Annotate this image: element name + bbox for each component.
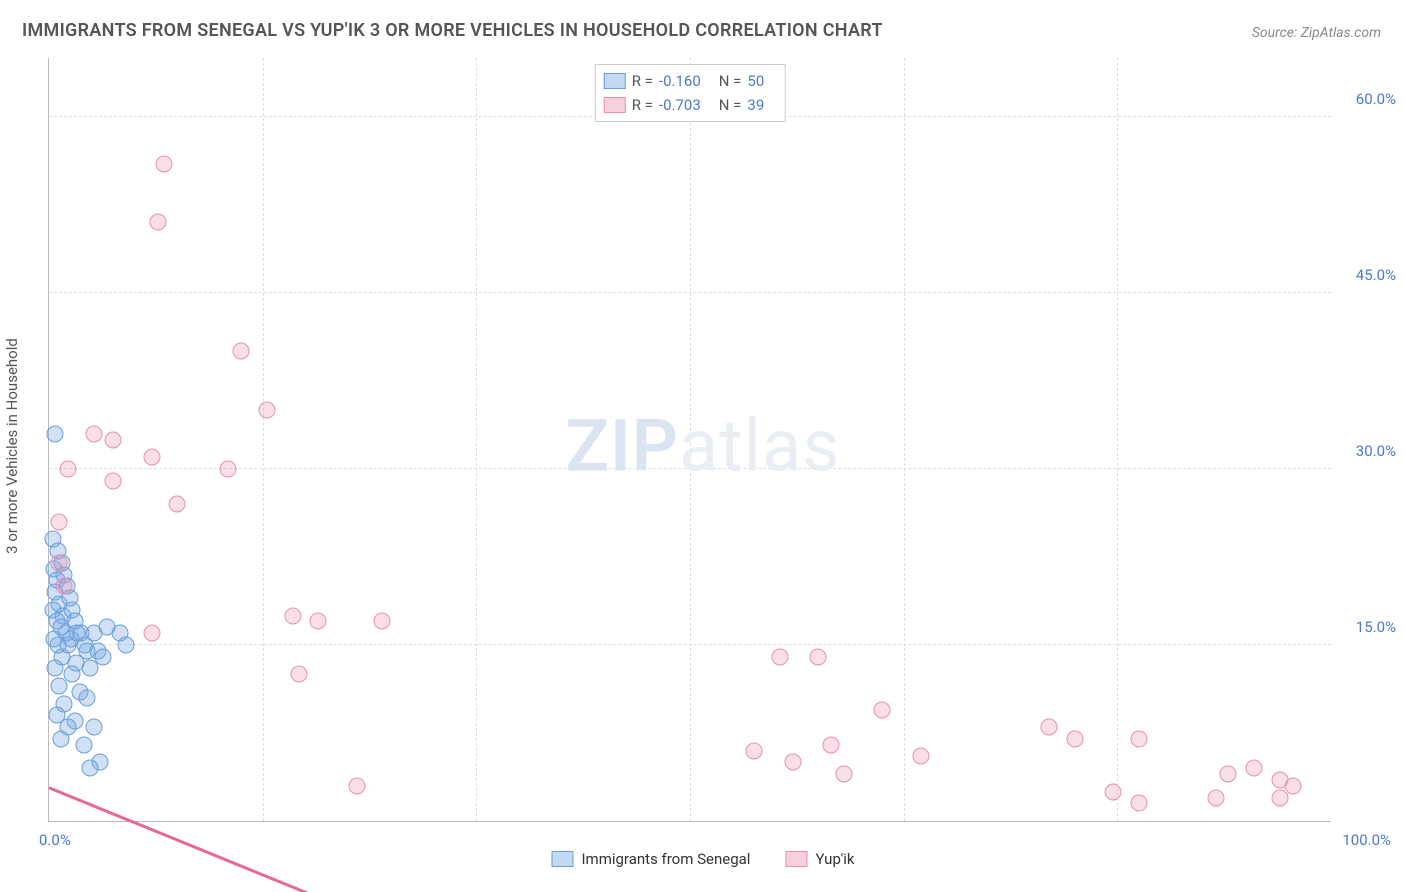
data-point-senegal (82, 760, 99, 777)
legend-row-senegal: R = -0.160 N = 50 (604, 69, 777, 93)
legend-item-senegal: Immigrants from Senegal (551, 850, 750, 868)
data-point-yupik (284, 607, 301, 624)
swatch-senegal-icon (551, 851, 573, 867)
data-point-yupik (746, 742, 763, 759)
y-axis-label: 3 or more Vehicles in Household (3, 338, 21, 554)
r-value-senegal: -0.160 (659, 69, 701, 93)
data-point-yupik (912, 748, 929, 765)
n-value-yupik: 39 (747, 93, 764, 117)
x-tick-max: 100.0% (1342, 831, 1391, 849)
data-point-yupik (105, 472, 122, 489)
data-point-senegal (98, 619, 115, 636)
correlation-legend: R = -0.160 N = 50 R = -0.703 N = 39 (595, 64, 786, 122)
chart-title: IMMIGRANTS FROM SENEGAL VS YUP'IK 3 OR M… (22, 20, 883, 41)
data-point-yupik (169, 496, 186, 513)
data-point-senegal (52, 730, 69, 747)
y-tick-label: 30.0% (1356, 442, 1396, 460)
data-point-yupik (1220, 766, 1237, 783)
swatch-senegal (604, 73, 626, 89)
data-point-yupik (1130, 795, 1147, 812)
y-tick-label: 60.0% (1356, 90, 1396, 108)
r-value-yupik: -0.703 (659, 93, 701, 117)
y-tick-label: 45.0% (1356, 266, 1396, 284)
data-point-yupik (56, 578, 73, 595)
data-point-yupik (51, 513, 68, 530)
data-point-yupik (85, 425, 102, 442)
data-point-senegal (94, 648, 111, 665)
data-point-yupik (1130, 730, 1147, 747)
data-point-yupik (105, 431, 122, 448)
data-point-yupik (348, 777, 365, 794)
data-point-yupik (784, 754, 801, 771)
data-point-yupik (1105, 783, 1122, 800)
data-point-yupik (1284, 777, 1301, 794)
data-point-yupik (258, 402, 275, 419)
data-point-yupik (233, 343, 250, 360)
data-point-yupik (143, 449, 160, 466)
source-attribution: Source: ZipAtlas.com (1252, 25, 1381, 41)
data-point-yupik (1207, 789, 1224, 806)
data-point-senegal (47, 660, 64, 677)
data-point-yupik (51, 554, 68, 571)
data-point-yupik (874, 701, 891, 718)
data-point-senegal (85, 719, 102, 736)
data-point-yupik (823, 736, 840, 753)
series-legend: Immigrants from Senegal Yup'ik (551, 850, 854, 868)
data-point-yupik (220, 460, 237, 477)
data-point-senegal (47, 425, 64, 442)
legend-row-yupik: R = -0.703 N = 39 (604, 93, 777, 117)
data-point-yupik (149, 214, 166, 231)
trend-lines (49, 58, 1331, 892)
data-point-senegal (117, 636, 134, 653)
data-point-yupik (310, 613, 327, 630)
data-point-yupik (290, 666, 307, 683)
plot-area: R = -0.160 N = 50 R = -0.703 N = 39 0.0%… (48, 58, 1331, 822)
swatch-yupik (604, 97, 626, 113)
n-value-senegal: 50 (747, 69, 764, 93)
data-point-yupik (374, 613, 391, 630)
data-point-senegal (51, 678, 68, 695)
swatch-yupik-icon (785, 851, 807, 867)
data-point-yupik (810, 648, 827, 665)
data-point-senegal (79, 689, 96, 706)
data-point-yupik (156, 155, 173, 172)
data-point-senegal (75, 736, 92, 753)
data-point-yupik (143, 625, 160, 642)
data-point-yupik (835, 766, 852, 783)
data-point-yupik (1246, 760, 1263, 777)
data-point-yupik (1066, 730, 1083, 747)
data-point-yupik (1040, 719, 1057, 736)
data-point-yupik (771, 648, 788, 665)
legend-item-yupik: Yup'ik (785, 850, 854, 868)
data-point-yupik (60, 460, 77, 477)
y-tick-label: 15.0% (1356, 618, 1396, 636)
